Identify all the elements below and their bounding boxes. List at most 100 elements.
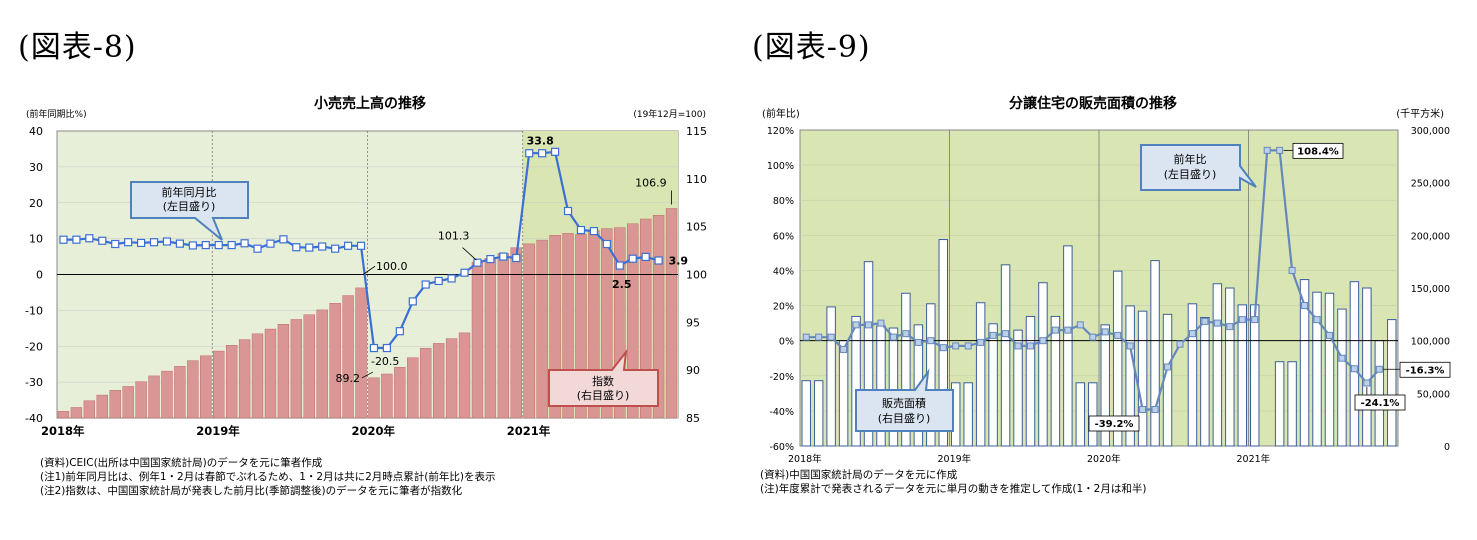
fig9-area-bar: [1075, 382, 1086, 447]
fig9-annotation-box: [1088, 415, 1140, 432]
fig9-right-tick-label: 250,000: [1411, 179, 1450, 190]
fig9-yoy-point: [802, 333, 810, 341]
fig8-yoy-point: [98, 236, 107, 245]
fig9-area-bar: [1025, 315, 1036, 447]
fig8-index-bar: [549, 235, 561, 419]
fig9-annotation-box: [1354, 394, 1406, 411]
fig8-index-bar: [381, 373, 393, 419]
fig9-annotation: -39.2%: [1095, 419, 1134, 430]
fig8-yoy-point: [124, 238, 133, 247]
fig9-area-bar: [1063, 245, 1073, 447]
fig9-area-bar: [1287, 361, 1297, 447]
fig8-left-tick-label: -10: [25, 304, 43, 317]
fig9-yoy-point: [939, 344, 947, 352]
fig8-index-bar: [303, 314, 315, 419]
fig9-yoy-point: [1313, 316, 1321, 324]
fig9-yoy-point: [1263, 146, 1271, 154]
fig8-yoy-point: [305, 243, 314, 252]
fig8-index-bar: [122, 386, 134, 419]
fig9-yoy-point: [1076, 321, 1084, 329]
fig8-left-tick-label: -30: [25, 376, 43, 389]
fig9-right-tick-label: 50,000: [1417, 389, 1450, 400]
fig9-area-bar: [826, 306, 836, 447]
fig9-area-bar: [838, 340, 849, 447]
fig8-index-bar: [355, 287, 367, 419]
fig8-index-bar: [200, 355, 212, 419]
fig8-yoy-point: [240, 239, 249, 248]
fig9-yoy-point: [840, 345, 848, 353]
fig8-yoy-point: [602, 239, 611, 249]
fig9-yoy-point: [1238, 316, 1246, 324]
fig8-index-bar: [238, 339, 251, 419]
fig8-leader: [362, 265, 376, 275]
fig8-callout-index-text-line-0: 指数: [592, 374, 614, 388]
fig9-yoy-point: [1114, 331, 1122, 339]
fig9-area-bar: [863, 261, 874, 447]
fig9-area-bar: [1088, 382, 1098, 447]
fig9-right-tick-label: 150,000: [1411, 284, 1450, 295]
fig9-area-bar: [1100, 324, 1110, 447]
fig9-right-axis-label: (千平方米): [1396, 107, 1444, 120]
fig8-yoy-point: [318, 242, 327, 251]
fig8-yoy-point: [253, 244, 262, 253]
fig9-yoy-point: [1026, 342, 1034, 350]
fig9-area-bar: [963, 382, 973, 447]
fig8-index-bar: [174, 366, 186, 419]
fig8-yoy-point: [434, 276, 443, 286]
fig9-area-bar: [1225, 287, 1235, 447]
fig9-area-bar: [1312, 291, 1322, 447]
fig9-yoy-point: [927, 337, 935, 345]
fig8-left-axis-label: (前年同期比%): [26, 108, 87, 120]
fig8-yoy-point: [331, 244, 340, 253]
fig9-area-bar: [1200, 316, 1210, 447]
fig9-yoy-point: [1325, 331, 1333, 339]
fig8-yoy-point: [227, 240, 236, 250]
fig8-yoy-point: [615, 261, 624, 270]
fig8-yoy-point: [188, 241, 197, 250]
fig8-yoy-point: [408, 297, 417, 306]
fig9-yoy-point: [1139, 405, 1147, 413]
fig8-left-tick-label: 0: [36, 269, 43, 282]
fig8-note-2: (注1)前年同月比は、例年1・2月は春節でぶれるため、1・2月は共に2月時点累計…: [40, 471, 496, 483]
fig8-yoy-point: [201, 240, 210, 250]
fig8-index-bar: [432, 343, 445, 419]
fig9-year-label: 2018年: [788, 453, 822, 465]
fig8-note-3: (注2)指数は、中国国家統計局が発表した前月比(季節調整後)のデータを元に筆者が…: [40, 485, 463, 497]
fig9-area-bar: [888, 327, 899, 447]
fig9-area-bar: [1150, 260, 1160, 447]
fig8-yoy-point: [473, 258, 482, 267]
fig8-index-bar: [251, 333, 264, 419]
fig8-yoy-point: [85, 234, 94, 243]
fig9-annotation: -16.3%: [1406, 365, 1445, 376]
fig9-yoy-point: [1126, 342, 1134, 350]
fig8-index-bar: [510, 247, 522, 419]
fig9-left-tick-label: -60%: [769, 442, 794, 453]
fig9-area-bar: [1050, 315, 1061, 447]
fig9-year-label: 2020年: [1087, 453, 1121, 465]
fig9-area-bar: [1137, 310, 1148, 447]
fig8-note-1: (資料)CEIC(出所は中国国家統計局)のデータを元に筆者作成: [40, 457, 323, 469]
fig8-callout-index-text-line-1: (右目盛り): [577, 388, 630, 402]
fig8-leader: [361, 371, 374, 379]
fig9-area-bar: [988, 323, 998, 447]
fig9-yoy-point: [1201, 317, 1209, 325]
fig8-yoy-point: [382, 343, 392, 353]
fig8-callout-index: [548, 348, 659, 407]
fig8-yoy-point: [175, 239, 185, 248]
fig8-yoy-point: [486, 254, 495, 264]
fig8-index-bar: [471, 261, 484, 419]
figure-8-label: (図表-8): [18, 30, 137, 65]
fig8-index-bar: [420, 347, 432, 419]
fig8-yoy-point: [550, 147, 560, 156]
fig9-yoy-point: [815, 333, 823, 341]
fig9-right-tick-label: 200,000: [1411, 231, 1450, 242]
fig8-annotation: 89.2: [335, 372, 360, 385]
fig8-index-bar: [523, 243, 535, 419]
fig9-area-bar: [1274, 361, 1285, 447]
fig8-index-bar: [458, 332, 471, 419]
fig8-yoy-point: [563, 206, 573, 216]
fig9-note-2: (注)年度累計で発表されるデータを元に単月の動きを推定して作成(1・2月は和半): [760, 483, 1147, 495]
fig8-index-bar: [601, 228, 613, 419]
fig9-area-bar: [901, 292, 911, 447]
